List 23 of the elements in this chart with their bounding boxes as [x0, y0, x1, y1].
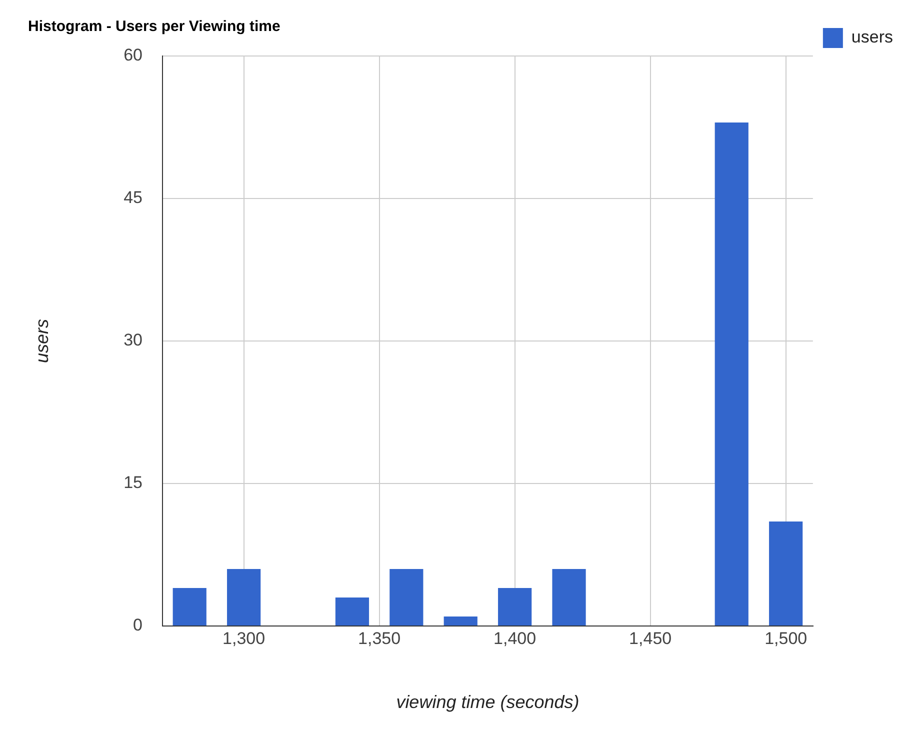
bar: [552, 569, 586, 626]
y-tick-label: 0: [133, 616, 143, 635]
x-tick-label: 1,450: [629, 628, 672, 648]
y-tick-label: 30: [124, 330, 143, 350]
x-tick-label: 1,350: [358, 628, 401, 648]
bar: [335, 598, 370, 626]
x-tick-label: 1,500: [764, 628, 808, 648]
bar: [227, 569, 261, 626]
bar: [390, 569, 424, 626]
y-tick-label: 60: [124, 46, 143, 65]
y-tick-label: 45: [124, 188, 143, 208]
bar: [769, 522, 803, 626]
chart-title: Histogram - Users per Viewing time: [28, 18, 280, 36]
x-tick-label: 1,300: [222, 628, 266, 648]
legend-label: users: [851, 28, 894, 47]
bar: [714, 122, 748, 626]
x-axis-title: viewing time (seconds): [396, 692, 580, 712]
bar: [444, 616, 478, 626]
bar: [172, 588, 206, 626]
bar: [498, 588, 532, 626]
x-tick-label: 1,400: [494, 628, 536, 648]
y-axis-title: users: [32, 318, 52, 364]
y-tick-label: 15: [124, 473, 143, 492]
